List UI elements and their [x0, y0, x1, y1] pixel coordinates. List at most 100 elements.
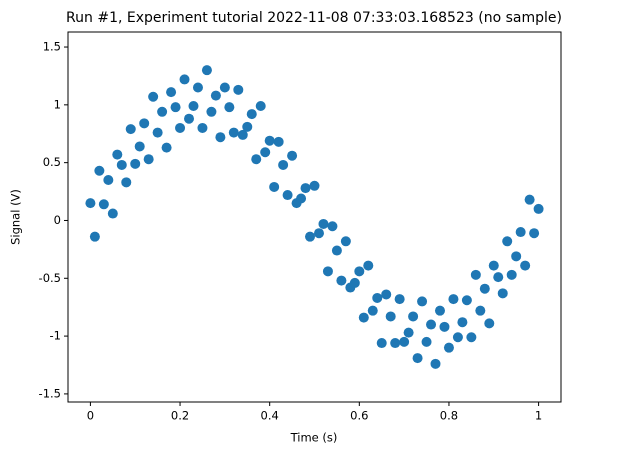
data-point — [349, 277, 360, 288]
data-point — [246, 109, 257, 120]
data-point — [354, 266, 365, 277]
data-point — [408, 311, 419, 322]
data-point — [443, 342, 454, 353]
data-point — [157, 106, 168, 117]
data-point — [210, 90, 221, 101]
data-point — [228, 127, 239, 138]
data-point — [197, 122, 208, 133]
data-point — [381, 289, 392, 300]
data-point — [152, 127, 163, 138]
data-point — [466, 332, 477, 343]
x-tick-label: 0.6 — [350, 409, 368, 423]
data-point — [300, 183, 311, 194]
data-point — [376, 338, 387, 349]
y-tick-label: 0.5 — [43, 155, 61, 169]
data-point — [242, 121, 253, 132]
data-point — [179, 74, 190, 85]
x-tick-label: 0.4 — [261, 409, 279, 423]
data-point — [475, 305, 486, 316]
x-tick-label: 0.2 — [171, 409, 189, 423]
data-point — [287, 150, 298, 161]
data-point — [296, 193, 307, 204]
data-point — [94, 165, 105, 176]
data-point — [484, 318, 495, 329]
y-tick-label: 1.5 — [43, 40, 61, 54]
data-point — [434, 305, 445, 316]
plot-frame — [67, 31, 562, 403]
data-point — [331, 245, 342, 256]
data-point — [237, 129, 248, 140]
data-point — [103, 175, 114, 185]
data-point — [426, 319, 437, 330]
data-point — [269, 181, 280, 192]
y-tick-label: -0.5 — [39, 271, 61, 285]
data-point — [233, 84, 244, 95]
data-point — [390, 338, 401, 349]
data-point — [130, 158, 141, 169]
y-tick-label: -1 — [50, 329, 61, 343]
data-point — [309, 180, 320, 191]
data-point — [166, 87, 177, 98]
x-tick-label: 0.8 — [440, 409, 458, 423]
data-point — [493, 272, 504, 283]
data-point — [89, 231, 100, 242]
data-point — [372, 292, 383, 303]
data-point — [148, 91, 159, 102]
data-point — [327, 221, 338, 232]
data-point — [497, 288, 508, 299]
data-point — [520, 260, 531, 271]
data-point — [430, 358, 441, 369]
data-point — [161, 142, 172, 153]
data-point — [98, 199, 109, 210]
x-tick-label: 0 — [87, 409, 94, 423]
data-point — [224, 102, 235, 113]
data-point — [282, 190, 293, 201]
data-point — [394, 294, 405, 305]
data-point — [417, 296, 428, 307]
y-tick-label: 1 — [54, 97, 61, 111]
data-point — [313, 228, 324, 239]
data-point — [452, 332, 463, 343]
data-point — [448, 294, 459, 305]
data-point — [175, 122, 186, 133]
data-point — [184, 113, 195, 124]
data-point — [188, 101, 199, 111]
data-point — [461, 295, 472, 306]
data-point — [107, 208, 118, 219]
data-point — [201, 65, 212, 76]
data-point — [251, 154, 262, 165]
data-point — [412, 353, 423, 364]
data-point — [170, 102, 181, 113]
data-point — [479, 283, 490, 294]
data-point — [125, 124, 136, 135]
data-point — [399, 336, 410, 347]
data-point — [457, 317, 468, 328]
data-point — [363, 260, 374, 271]
data-point — [421, 336, 432, 347]
data-point — [502, 236, 513, 247]
data-point — [511, 251, 522, 262]
data-point — [206, 106, 217, 117]
x-tick-label: 1 — [535, 409, 542, 423]
data-point — [215, 132, 226, 143]
data-point — [488, 260, 499, 271]
data-point — [139, 118, 150, 129]
data-point — [273, 136, 284, 147]
data-point — [506, 269, 517, 280]
data-point — [278, 159, 289, 170]
data-point — [524, 194, 535, 205]
data-point — [305, 231, 316, 242]
data-point — [322, 266, 333, 277]
data-point — [121, 177, 132, 188]
data-point — [385, 311, 396, 322]
data-point — [470, 269, 481, 280]
data-point — [112, 149, 123, 160]
data-point — [515, 227, 526, 238]
x-axis-label: Time (s) — [290, 431, 338, 445]
data-point — [367, 305, 378, 316]
y-tick-label: -1.5 — [39, 386, 61, 400]
data-point — [260, 147, 271, 158]
data-point — [336, 275, 347, 286]
chart-title: Run #1, Experiment tutorial 2022-11-08 0… — [66, 10, 562, 26]
